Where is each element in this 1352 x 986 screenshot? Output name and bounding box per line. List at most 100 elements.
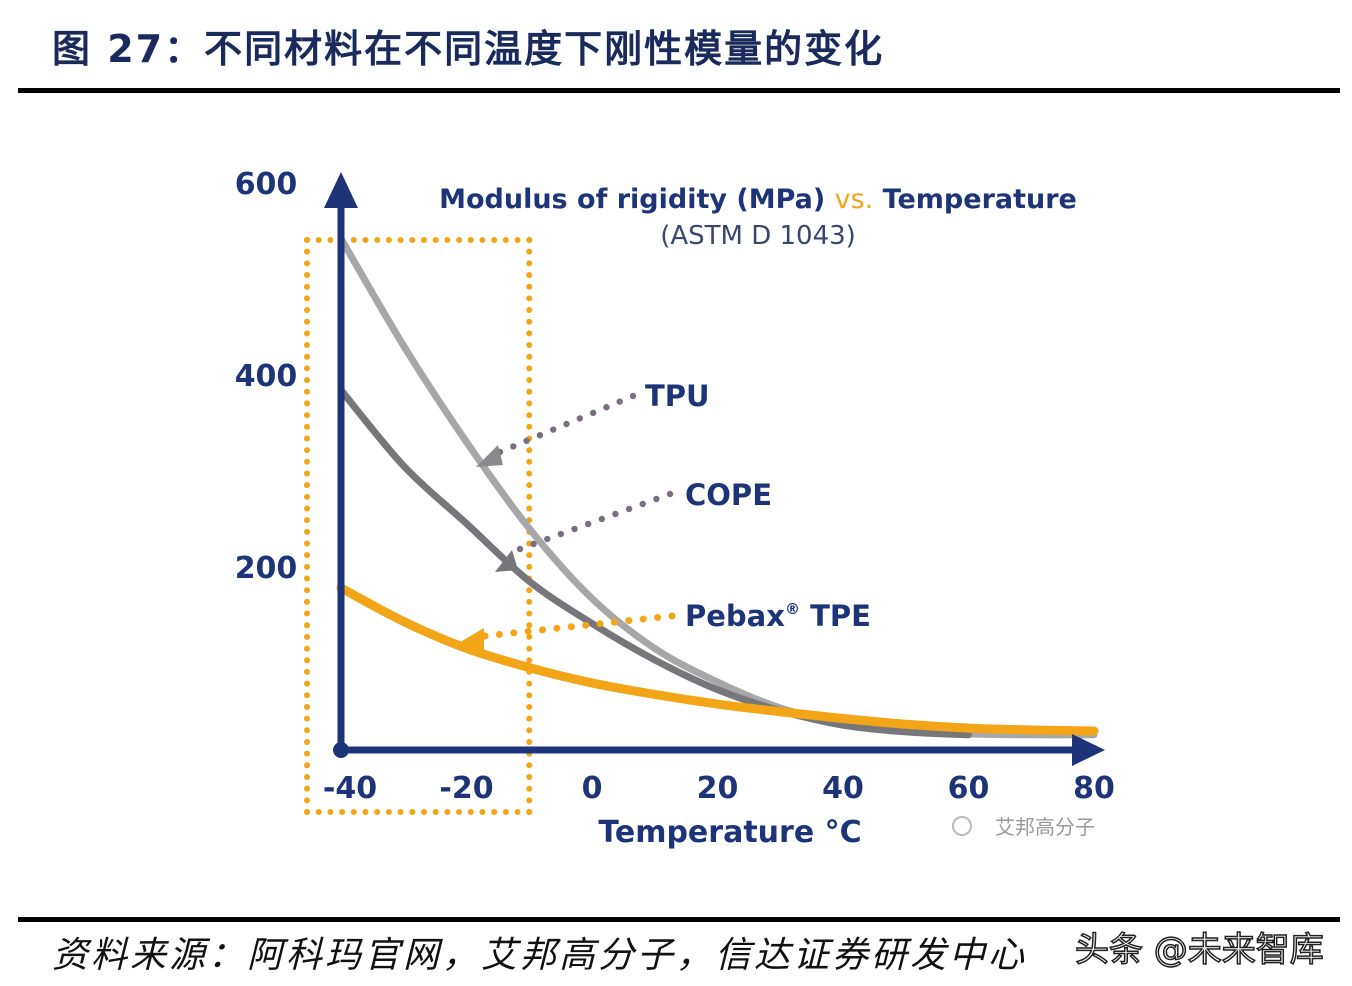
highlight-box-dot: [526, 797, 533, 804]
highlight-box-dot: [327, 809, 334, 815]
cope-leader-dot: [530, 540, 537, 548]
highlight-box-dot: [304, 587, 310, 594]
highlight-box-dot: [304, 610, 310, 617]
highlight-box-dot: [304, 400, 310, 407]
footer-watermark: 头条 @未来智库: [1074, 929, 1324, 971]
highlight-box-dot: [526, 307, 533, 314]
highlight-box-dot: [526, 587, 533, 594]
highlight-box-dot: [304, 365, 310, 372]
highlight-box-dot: [491, 237, 498, 243]
pebax-leader-dot: [495, 630, 503, 638]
highlight-box-dot: [526, 423, 533, 430]
highlight-box-dot: [526, 633, 533, 640]
cope-arrow-icon: [495, 550, 518, 572]
axes: [324, 172, 1105, 766]
highlight-box-dot: [304, 272, 310, 279]
tpu-leader-dot: [550, 426, 557, 433]
highlight-box-dot: [304, 482, 310, 489]
highlight-box-dot: [304, 773, 310, 780]
highlight-box-dot: [526, 738, 533, 745]
pebax-label: Pebax® TPE: [685, 599, 871, 633]
highlight-box-dot: [304, 342, 310, 349]
highlight-box-dot: [526, 283, 533, 290]
x-tick-label: 20: [697, 771, 739, 806]
highlight-box-dot: [514, 237, 521, 243]
cope-leader-dot: [666, 490, 674, 498]
highlight-box-dot: [339, 809, 346, 815]
highlight-box-dot: [526, 598, 533, 605]
highlight-box-dot: [502, 809, 509, 815]
highlight-box-dot: [304, 318, 310, 325]
cope-leader-dot: [544, 535, 551, 543]
watermark-logo-icon: [952, 816, 972, 836]
highlight-box-dot: [385, 237, 392, 243]
pebax-leader-dot: [654, 614, 662, 622]
highlight-box-dot: [304, 762, 310, 769]
highlight-box-dot: [304, 563, 310, 570]
pebax-leader-dot: [539, 626, 547, 634]
highlight-box-dot: [444, 237, 451, 243]
highlight-box-dot: [526, 762, 533, 769]
chart-watermark: 艾邦高分子: [995, 815, 1095, 839]
highlight-box-dot: [526, 645, 533, 652]
highlight-box-dot: [304, 307, 310, 314]
pebax-leader-dot: [553, 624, 561, 632]
y-axis-arrow-icon: [324, 172, 358, 208]
highlight-box-dot: [304, 703, 310, 710]
axis-origin: [333, 742, 349, 758]
source-note: 资料来源：阿科玛官网，艾邦高分子，信达证券研发中心: [52, 935, 1028, 976]
chart-subtitle: (ASTM D 1043): [660, 221, 856, 251]
highlight-box-dot: [362, 237, 369, 243]
highlight-box-dot: [304, 412, 310, 419]
highlight-box-dot: [304, 727, 310, 734]
highlight-box-dot: [304, 715, 310, 722]
highlight-box-dot: [502, 237, 509, 243]
highlight-box-dot: [304, 598, 310, 605]
cope-leader-dot: [557, 530, 565, 538]
highlight-box-dot: [304, 575, 310, 582]
cope-leader-dot: [516, 545, 524, 553]
highlight-box-dot: [304, 283, 310, 290]
highlight-box-dot: [304, 388, 310, 395]
highlight-box-dot: [526, 622, 533, 629]
figure-title: 图 27：不同材料在不同温度下刚性模量的变化: [52, 27, 885, 71]
tpu-label: TPU: [645, 379, 710, 413]
highlight-box-dot: [432, 809, 439, 815]
highlight-box-dot: [526, 505, 533, 512]
highlight-box-dot: [304, 552, 310, 559]
highlight-box-dot: [304, 750, 310, 757]
highlight-box-dot: [304, 692, 310, 699]
highlight-box-dot: [526, 318, 533, 325]
highlight-box-dot: [304, 237, 310, 243]
highlight-box-dot: [456, 809, 463, 815]
chart-title: Modulus of rigidity (MPa) vs. Temperatur…: [439, 184, 1077, 215]
pebax-arrow-icon: [457, 628, 484, 652]
highlight-box-dot: [304, 622, 310, 629]
highlight-box-dot: [526, 272, 533, 279]
highlight-box-dot: [304, 447, 310, 454]
cope-leader-dot: [639, 500, 646, 508]
bottom-rule: [18, 917, 1340, 922]
tpu-leader-dot: [616, 398, 623, 405]
highlight-box-dot: [304, 528, 310, 535]
pebax-leader-dot: [524, 627, 532, 635]
highlight-box-dot: [526, 809, 533, 815]
highlight-box-dot: [304, 540, 310, 547]
highlight-box-dot: [304, 435, 310, 442]
highlight-box-dot: [397, 237, 404, 243]
highlight-box-dot: [467, 809, 474, 815]
highlight-box-dot: [385, 809, 392, 815]
highlight-box-dot: [374, 237, 381, 243]
highlight-box-dot: [526, 610, 533, 617]
highlight-box-dot: [304, 458, 310, 465]
highlight-box-dot: [526, 342, 533, 349]
tpu-leader-dot: [589, 409, 597, 416]
highlight-box-dot: [304, 295, 310, 302]
cope-leader-dot: [598, 515, 606, 523]
x-tick-label: 0: [582, 771, 603, 806]
highlight-box-dot: [526, 330, 533, 337]
pebax-leader-dot: [610, 618, 618, 626]
highlight-box-dot: [526, 552, 533, 559]
highlight-box-dot: [444, 809, 451, 815]
y-tick-label: 400: [235, 359, 298, 394]
